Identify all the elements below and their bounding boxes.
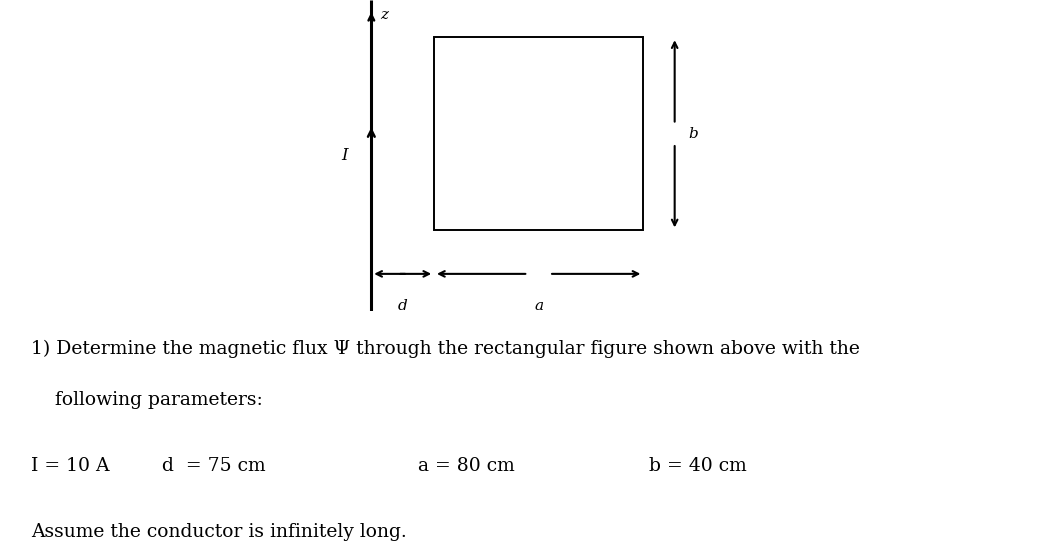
Text: b: b (688, 127, 698, 141)
Text: z: z (380, 8, 388, 22)
Text: Assume the conductor is infinitely long.: Assume the conductor is infinitely long. (31, 523, 407, 541)
Bar (434, 37, 643, 230)
Text: I: I (342, 147, 348, 164)
Text: d  = 75 cm: d = 75 cm (162, 457, 266, 475)
Text: 1) Determine the magnetic flux Ψ through the rectangular figure shown above with: 1) Determine the magnetic flux Ψ through… (31, 340, 860, 358)
Text: I = 10 A: I = 10 A (31, 457, 110, 475)
Text: d: d (397, 299, 408, 313)
Text: a: a (535, 299, 543, 313)
Text: b = 40 cm: b = 40 cm (649, 457, 746, 475)
Text: following parameters:: following parameters: (31, 391, 264, 409)
Text: a = 80 cm: a = 80 cm (418, 457, 515, 475)
